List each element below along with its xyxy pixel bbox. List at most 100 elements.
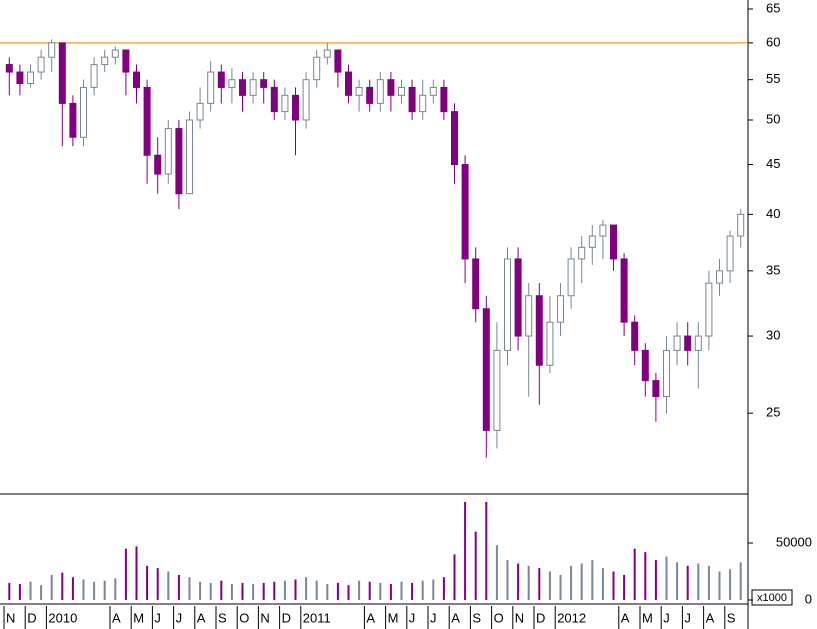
volume-bar: [336, 582, 339, 600]
candle-body: [652, 380, 660, 398]
candle-body: [398, 86, 405, 96]
candle-body: [239, 79, 246, 96]
volume-bar: [283, 580, 286, 600]
candle-body: [366, 86, 374, 104]
volume-bar: [50, 574, 53, 600]
volume-bar: [665, 556, 668, 600]
x-tick-label: J: [154, 610, 161, 625]
x-tick-label: A: [112, 610, 121, 625]
candle-body: [387, 79, 395, 96]
volume-bar: [273, 581, 276, 600]
volume-bar: [71, 577, 74, 600]
candle-body: [323, 49, 331, 58]
volume-bar: [432, 579, 435, 600]
volume-tick-label: 0: [805, 591, 812, 606]
candle-body: [186, 119, 193, 195]
candle-body: [164, 128, 172, 175]
candle-body: [48, 42, 56, 58]
volume-tick-label: 50000: [776, 534, 812, 549]
candle-body: [122, 49, 130, 73]
y-tick-label: 35: [766, 262, 780, 277]
x-tick-label: 2010: [48, 610, 77, 625]
x-tick-label: A: [706, 610, 715, 625]
volume-bar: [464, 501, 467, 600]
candle-body: [546, 321, 554, 366]
volume-bar: [241, 582, 244, 600]
volume-bar: [199, 581, 202, 600]
candle-body: [69, 102, 77, 138]
volume-bar: [495, 545, 498, 600]
candle-body: [578, 246, 586, 260]
x-tick-label: O: [239, 610, 249, 625]
candle-body: [5, 64, 13, 73]
volume-bar: [623, 574, 626, 600]
volume-bar: [559, 574, 562, 600]
candle-body: [408, 86, 416, 113]
x-tick-label: A: [197, 610, 206, 625]
candle-body: [376, 79, 384, 104]
volume-bar: [654, 560, 657, 600]
candle-body: [631, 321, 639, 351]
x-tick-label: A: [451, 610, 460, 625]
volume-bar: [315, 580, 318, 600]
candle-body: [217, 71, 225, 88]
candle-body: [58, 42, 66, 104]
candle-body: [737, 213, 745, 237]
volume-bar: [220, 580, 223, 600]
volume-bar: [294, 579, 297, 600]
candle-body: [27, 71, 34, 85]
candle-body: [80, 86, 87, 138]
volume-bar: [188, 577, 191, 600]
candle-body: [620, 258, 628, 323]
volume-bar: [729, 569, 732, 600]
volume-bar: [114, 578, 117, 600]
x-tick-label: J: [684, 610, 691, 625]
candle-body: [504, 258, 511, 351]
volume-bar: [474, 531, 477, 600]
y-tick-label: 30: [766, 327, 780, 342]
volume-bar: [305, 577, 308, 600]
volume-bar: [209, 582, 212, 600]
x-tick-label: A: [621, 610, 630, 625]
x-tick-label: M: [133, 610, 144, 625]
candle-body: [588, 235, 596, 248]
candle-body: [525, 295, 533, 337]
volume-bar: [580, 563, 583, 600]
volume-bar: [18, 584, 21, 600]
candle-body: [207, 71, 215, 104]
volume-bar: [739, 562, 742, 600]
volume-bar: [453, 554, 456, 600]
x-tick-label: S: [727, 610, 736, 625]
candle-body: [694, 335, 702, 351]
candle-body: [270, 86, 278, 113]
volume-bar: [389, 584, 392, 600]
volume-bar: [527, 565, 530, 600]
volume-bar: [61, 572, 64, 600]
candle-body: [313, 56, 321, 81]
candle-body: [302, 79, 310, 121]
volume-bar: [230, 584, 233, 600]
candle-body: [355, 86, 363, 96]
volume-unit-label: x1000: [757, 592, 787, 604]
candle-body: [716, 270, 723, 284]
x-tick-label: J: [663, 610, 670, 625]
volume-bar: [29, 581, 32, 600]
volume-bar: [591, 560, 594, 600]
candle-body: [673, 335, 681, 351]
candle-body: [684, 335, 692, 351]
candle-body: [493, 349, 501, 431]
x-tick-label: J: [409, 610, 416, 625]
volume-bar: [135, 546, 138, 600]
volume-bar: [718, 571, 721, 600]
candle-body: [514, 258, 522, 337]
candle-body: [567, 258, 575, 297]
candle-body: [610, 224, 617, 260]
volume-bar: [697, 563, 700, 600]
y-tick-label: 60: [766, 34, 780, 49]
volume-bar: [400, 581, 403, 600]
candle-body: [429, 86, 437, 96]
volume-bar: [633, 548, 636, 600]
x-tick-label: J: [176, 610, 183, 625]
candle-body: [133, 71, 140, 88]
